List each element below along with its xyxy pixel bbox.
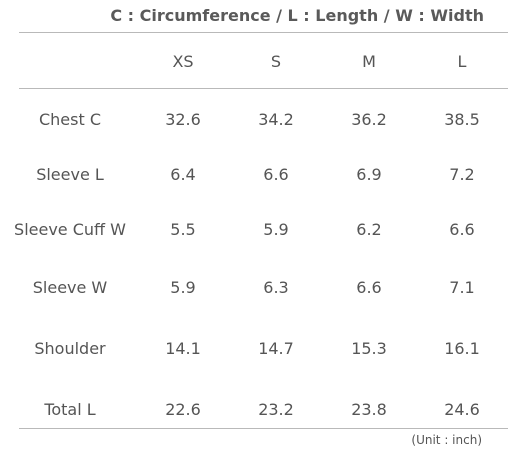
table-cell: 23.2 xyxy=(258,400,294,419)
header-divider-rule xyxy=(19,88,508,89)
column-header-l: L xyxy=(457,52,467,71)
abbreviation-legend: C : Circumference / L : Length / W : Wid… xyxy=(110,6,484,25)
table-cell: 5.9 xyxy=(263,220,289,239)
row-label: Chest C xyxy=(38,110,102,129)
table-cell: 22.6 xyxy=(165,400,201,419)
row-label: Sleeve W xyxy=(32,278,108,297)
table-cell: 6.9 xyxy=(356,165,382,184)
table-cell: 38.5 xyxy=(444,110,480,129)
table-cell: 14.7 xyxy=(258,339,294,358)
table-cell: 6.6 xyxy=(449,220,475,239)
table-top-rule xyxy=(19,32,508,33)
table-cell: 16.1 xyxy=(444,339,480,358)
table-cell: 6.4 xyxy=(170,165,196,184)
table-cell: 23.8 xyxy=(351,400,387,419)
row-label: Shoulder xyxy=(34,339,106,358)
table-cell: 6.6 xyxy=(263,165,289,184)
table-cell: 6.3 xyxy=(263,278,289,297)
table-cell: 7.2 xyxy=(449,165,475,184)
table-cell: 5.9 xyxy=(170,278,196,297)
table-cell: 32.6 xyxy=(165,110,201,129)
column-header-xs: XS xyxy=(172,52,194,71)
column-header-m: M xyxy=(362,52,376,71)
unit-note: (Unit : inch) xyxy=(411,433,482,447)
table-cell: 14.1 xyxy=(165,339,201,358)
row-label: Total L xyxy=(44,400,96,419)
table-cell: 6.2 xyxy=(356,220,382,239)
row-label: Sleeve L xyxy=(36,165,104,184)
table-cell: 24.6 xyxy=(444,400,480,419)
table-cell: 15.3 xyxy=(351,339,387,358)
table-cell: 6.6 xyxy=(356,278,382,297)
table-bottom-rule xyxy=(19,428,508,429)
column-header-s: S xyxy=(270,52,282,71)
row-label: Sleeve Cuff W xyxy=(14,220,126,239)
table-cell: 36.2 xyxy=(351,110,387,129)
table-cell: 34.2 xyxy=(258,110,294,129)
table-cell: 7.1 xyxy=(449,278,475,297)
table-cell: 5.5 xyxy=(170,220,196,239)
